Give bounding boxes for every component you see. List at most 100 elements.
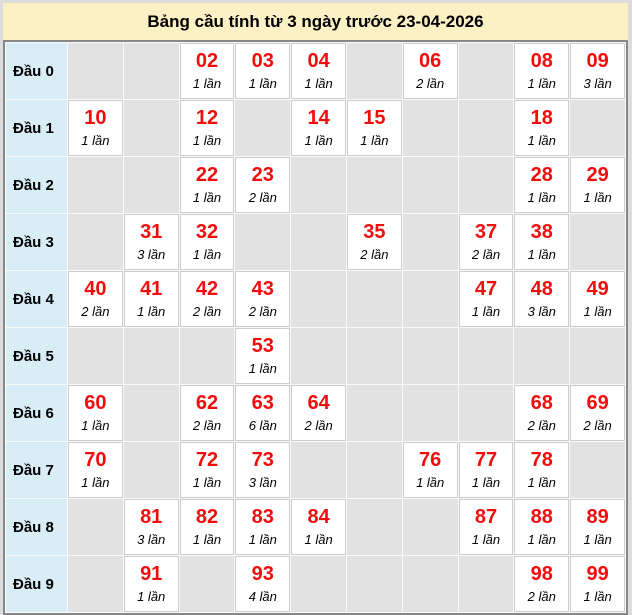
- cau-number: 42: [195, 278, 219, 300]
- cau-count: 1 lần: [192, 133, 222, 148]
- empty-cell: [291, 328, 346, 384]
- cau-number: 12: [195, 107, 219, 129]
- empty-cell: [179, 328, 235, 384]
- cau-count: 1 lần: [471, 532, 501, 547]
- cau-cell: 64 2 lần: [291, 385, 346, 441]
- cau-cell: 14 1 lần: [291, 100, 346, 156]
- empty-cell: [179, 556, 235, 612]
- empty-cell: [68, 214, 123, 270]
- cau-cell: 41 1 lần: [123, 271, 179, 327]
- cau-cell: 77 1 lần: [458, 442, 514, 498]
- cau-count: 1 lần: [81, 133, 110, 148]
- cau-number: 73: [251, 449, 274, 471]
- cau-count: 1 lần: [81, 475, 110, 490]
- cau-count: 1 lần: [583, 532, 612, 547]
- cau-count: 1 lần: [248, 76, 277, 91]
- cau-cell: 82 1 lần: [179, 499, 235, 555]
- cau-count: 1 lần: [471, 475, 501, 490]
- empty-cell: [291, 442, 346, 498]
- empty-cell: [458, 43, 514, 99]
- cau-number: 38: [530, 221, 553, 243]
- cau-number: 31: [140, 221, 163, 243]
- cau-number: 04: [307, 50, 330, 72]
- cau-number: 10: [84, 107, 107, 129]
- table-row: Đầu 8 81 3 lần 82 1 lần 83 1 lần 84 1 lần 87 1 lần…: [6, 499, 625, 555]
- empty-cell: [68, 157, 123, 213]
- cau-cell: 73 3 lần: [235, 442, 291, 498]
- empty-cell: [402, 556, 458, 612]
- empty-cell: [291, 556, 346, 612]
- cau-cell: 89 1 lần: [570, 499, 625, 555]
- cau-number: 82: [195, 506, 219, 528]
- cau-cell: 42 2 lần: [179, 271, 235, 327]
- table-row: Đầu 7 70 1 lần 72 1 lần 73 3 lần 76 1 lần 77 1 lần…: [6, 442, 625, 498]
- cau-count: 2 lần: [471, 247, 501, 262]
- cau-number: 72: [195, 449, 219, 471]
- cau-number: 88: [530, 506, 553, 528]
- cau-number: 28: [530, 164, 553, 186]
- empty-cell: [570, 328, 625, 384]
- empty-cell: [123, 43, 179, 99]
- empty-cell: [68, 328, 123, 384]
- empty-cell: [570, 100, 625, 156]
- empty-cell: [68, 43, 123, 99]
- cau-count: 1 lần: [527, 133, 556, 148]
- row-header: Đầu 7: [6, 442, 67, 498]
- cau-cell: 09 3 lần: [570, 43, 625, 99]
- cau-number: 64: [307, 392, 330, 414]
- cau-count: 1 lần: [527, 76, 556, 91]
- cau-cell: 81 3 lần: [123, 499, 179, 555]
- empty-cell: [458, 556, 514, 612]
- cau-cell: 04 1 lần: [291, 43, 346, 99]
- empty-cell: [123, 100, 179, 156]
- row-header: Đầu 1: [6, 100, 67, 156]
- cau-number: 53: [251, 335, 274, 357]
- empty-cell: [402, 100, 458, 156]
- table-row: Đầu 4 40 2 lần 41 1 lần 42 2 lần 43 2 lần 47 1 lần…: [6, 271, 625, 327]
- empty-cell: [570, 442, 625, 498]
- empty-cell: [346, 442, 402, 498]
- cau-number: 91: [140, 563, 163, 585]
- cau-count: 2 lần: [304, 418, 333, 433]
- cau-count: 3 lần: [583, 76, 612, 91]
- cau-count: 1 lần: [304, 133, 333, 148]
- cau-cell: 10 1 lần: [68, 100, 123, 156]
- cau-cell: 29 1 lần: [570, 157, 625, 213]
- cau-cell: 37 2 lần: [458, 214, 514, 270]
- cau-number: 09: [586, 50, 609, 72]
- cau-count: 3 lần: [527, 304, 556, 319]
- cau-number: 35: [363, 221, 386, 243]
- cau-number: 06: [419, 50, 442, 72]
- empty-cell: [458, 328, 514, 384]
- empty-cell: [402, 157, 458, 213]
- cau-cell: 06 2 lần: [402, 43, 458, 99]
- empty-cell: [514, 328, 570, 384]
- empty-cell: [458, 157, 514, 213]
- table-row: Đầu 2 22 1 lần 23 2 lần 28 1 lần 29 1 lần: [6, 157, 625, 213]
- cau-number: 15: [363, 107, 386, 129]
- cau-number: 68: [530, 392, 553, 414]
- cau-count: 2 lần: [416, 76, 445, 91]
- cau-count: 2 lần: [527, 418, 556, 433]
- cau-number: 84: [307, 506, 330, 528]
- empty-cell: [346, 328, 402, 384]
- cau-number: 70: [84, 449, 107, 471]
- page-title: Bảng cầu tính từ 3 ngày trước 23-04-2026: [3, 3, 628, 40]
- cau-cell: 76 1 lần: [402, 442, 458, 498]
- table-row: Đầu 3 31 3 lần 32 1 lần 35 2 lần 37 2 lần 38 1 lần: [6, 214, 625, 270]
- row-header: Đầu 3: [6, 214, 67, 270]
- cau-number: 81: [140, 506, 163, 528]
- cau-number: 22: [195, 164, 219, 186]
- empty-cell: [458, 385, 514, 441]
- cau-number: 41: [140, 278, 163, 300]
- row-header: Đầu 4: [6, 271, 67, 327]
- empty-cell: [402, 271, 458, 327]
- cau-cell: 38 1 lần: [514, 214, 570, 270]
- row-header: Đầu 6: [6, 385, 67, 441]
- cau-number: 76: [419, 449, 442, 471]
- cau-cell: 22 1 lần: [179, 157, 235, 213]
- empty-cell: [235, 214, 291, 270]
- cau-cell: 03 1 lần: [235, 43, 291, 99]
- cau-number: 87: [474, 506, 498, 528]
- cau-cell: 53 1 lần: [235, 328, 291, 384]
